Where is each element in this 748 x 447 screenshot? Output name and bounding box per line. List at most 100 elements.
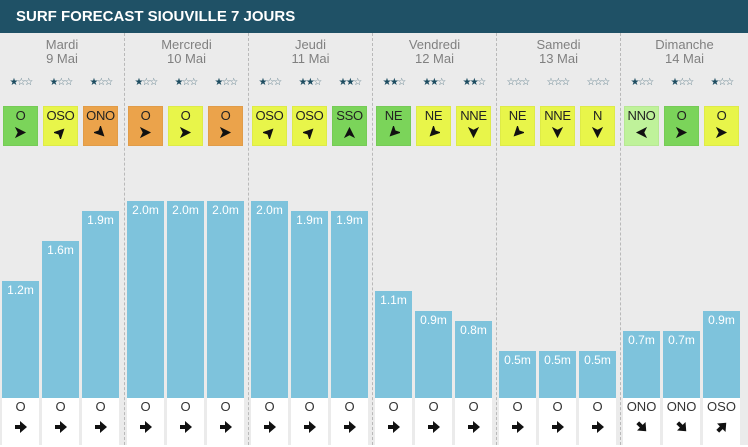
- wind-badge: OSO: [292, 106, 327, 146]
- star-empty-icon: ☆: [601, 77, 610, 88]
- forecast-slot[interactable]: ★☆☆ O 0.9m OSO: [703, 33, 740, 445]
- arrow-east-icon: [179, 126, 192, 139]
- star-empty-icon: ☆: [149, 77, 158, 88]
- wind-badge: NNE: [540, 106, 575, 146]
- rating-stars: ★★☆: [455, 77, 492, 89]
- day-header: Dimanche 14 Mai: [621, 38, 748, 66]
- wave-height-bar: 2.0m: [167, 201, 204, 401]
- swell-direction: O: [220, 399, 231, 414]
- swell-direction: O: [180, 399, 191, 414]
- star-empty-icon: ☆: [437, 77, 446, 88]
- swell-direction: O: [592, 399, 603, 414]
- forecast-slot[interactable]: ★☆☆ O 0.7m ONO: [663, 33, 700, 445]
- star-filled-icon: ★: [382, 77, 391, 88]
- swell-cell: OSO: [703, 398, 740, 445]
- wind-badge: NE: [416, 106, 451, 146]
- forecast-slot[interactable]: ★☆☆ OSO 1.6m O: [42, 33, 79, 445]
- star-filled-icon: ★: [298, 77, 307, 88]
- swell-cell: O: [167, 398, 204, 445]
- wind-badge: O: [168, 106, 203, 146]
- forecast-slot[interactable]: ★☆☆ O 1.2m O: [2, 33, 39, 445]
- forecast-slot[interactable]: ★★☆ NNE 0.8m O: [455, 33, 492, 445]
- swell-direction: O: [512, 399, 523, 414]
- arrow-south-icon: [551, 126, 564, 139]
- rating-stars: ★☆☆: [167, 77, 204, 89]
- wave-height-bar: 2.0m: [251, 201, 288, 401]
- star-filled-icon: ★: [214, 77, 223, 88]
- wave-height-label: 2.0m: [256, 203, 283, 217]
- wind-direction: SSO: [336, 108, 363, 123]
- star-filled-icon: ★: [345, 77, 355, 88]
- day-name: Jeudi: [294, 37, 327, 52]
- forecast-slot[interactable]: ★☆☆ NNO 0.7m ONO: [623, 33, 660, 445]
- star-empty-icon: ☆: [64, 77, 73, 88]
- forecast-days: Mardi 9 Mai ★☆☆ O 1.2m O ★☆☆ OSO 1.6m O ★☆☆ ONO 1.9m…: [0, 33, 748, 445]
- swell-cell: O: [251, 398, 288, 445]
- star-filled-icon: ★: [258, 77, 267, 88]
- star-filled-icon: ★: [462, 77, 471, 88]
- day-name: Samedi: [536, 37, 581, 52]
- forecast-slot[interactable]: ★★☆ SSO 1.9m O: [331, 33, 368, 445]
- swell-cell: ONO: [623, 398, 660, 445]
- day-date: 13 Mai: [538, 51, 579, 66]
- rating-stars: ★★☆: [291, 77, 328, 89]
- star-empty-icon: ☆: [637, 77, 647, 88]
- rating-stars: ★☆☆: [82, 77, 119, 89]
- star-empty-icon: ☆: [725, 77, 734, 88]
- swell-cell: O: [499, 398, 536, 445]
- wind-direction: NE: [508, 108, 527, 123]
- day-header: Jeudi 11 Mai: [249, 38, 372, 66]
- day-column: Dimanche 14 Mai ★☆☆ NNO 0.7m ONO ★☆☆ O 0.7m ONO ★☆…: [620, 33, 748, 445]
- day-column: Mercredi 10 Mai ★☆☆ O 2.0m O ★☆☆ O 2.0m O ★☆☆ O 2.0m…: [124, 33, 248, 445]
- forecast-slot[interactable]: ★★☆ OSO 1.9m O: [291, 33, 328, 445]
- star-empty-icon: ☆: [265, 77, 275, 88]
- arrow-north-icon: [343, 126, 356, 139]
- forecast-slot[interactable]: ★☆☆ ONO 1.9m O: [82, 33, 119, 445]
- wind-direction: O: [676, 108, 687, 123]
- arrow-east-icon: [95, 421, 107, 433]
- forecast-slot[interactable]: ★★☆ NE 1.1m O: [375, 33, 412, 445]
- swell-direction: O: [95, 399, 106, 414]
- forecast-slot[interactable]: ★☆☆ O 2.0m O: [207, 33, 244, 445]
- forecast-slot[interactable]: ☆☆☆ N 0.5m O: [579, 33, 616, 445]
- day-header: Vendredi 12 Mai: [373, 38, 496, 66]
- arrow-east-icon: [675, 126, 688, 139]
- wave-height-bar: 0.7m: [623, 331, 660, 401]
- star-empty-icon: ☆: [717, 77, 727, 88]
- star-empty-icon: ☆: [229, 77, 238, 88]
- forecast-slot[interactable]: ★☆☆ O 2.0m O: [167, 33, 204, 445]
- forecast-slot[interactable]: ☆☆☆ NE 0.5m O: [499, 33, 536, 445]
- rating-stars: ★☆☆: [623, 77, 660, 89]
- star-filled-icon: ★: [89, 77, 98, 88]
- forecast-slot[interactable]: ☆☆☆ NNE 0.5m O: [539, 33, 576, 445]
- star-filled-icon: ★: [9, 77, 18, 88]
- wind-badge: O: [208, 106, 243, 146]
- wind-badge: NNE: [456, 106, 491, 146]
- wind-badge: NNO: [624, 106, 659, 146]
- day-column: Jeudi 11 Mai ★☆☆ OSO 2.0m O ★★☆ OSO 1.9m O ★★☆ SSO 1…: [248, 33, 372, 445]
- wind-direction: O: [180, 108, 191, 123]
- forecast-slot[interactable]: ★☆☆ OSO 2.0m O: [251, 33, 288, 445]
- forecast-slot[interactable]: ★☆☆ O 2.0m O: [127, 33, 164, 445]
- wave-height-bar: 0.9m: [703, 311, 740, 401]
- wind-direction: O: [15, 108, 26, 123]
- wave-height-bar: 0.9m: [415, 311, 452, 401]
- wind-badge: NE: [500, 106, 535, 146]
- wave-height-bar: 0.5m: [579, 351, 616, 401]
- star-empty-icon: ☆: [16, 77, 26, 88]
- forecast-slot[interactable]: ★★☆ NE 0.9m O: [415, 33, 452, 445]
- wave-height-label: 0.7m: [668, 333, 695, 347]
- wave-height-bar: 1.1m: [375, 291, 412, 401]
- wave-height-bar: 1.2m: [2, 281, 39, 401]
- star-empty-icon: ☆: [645, 77, 654, 88]
- swell-cell: O: [291, 398, 328, 445]
- wind-badge: O: [704, 106, 739, 146]
- widget-title: SURF FORECAST SIOUVILLE 7 JOURS: [0, 0, 748, 33]
- arrow-east-icon: [512, 421, 524, 433]
- wind-badge: O: [3, 106, 38, 146]
- day-date: 11 Mai: [291, 51, 330, 66]
- rating-stars: ★☆☆: [663, 77, 700, 89]
- wave-height-label: 1.6m: [47, 243, 74, 257]
- wave-height-label: 0.5m: [504, 353, 531, 367]
- swell-direction: O: [428, 399, 439, 414]
